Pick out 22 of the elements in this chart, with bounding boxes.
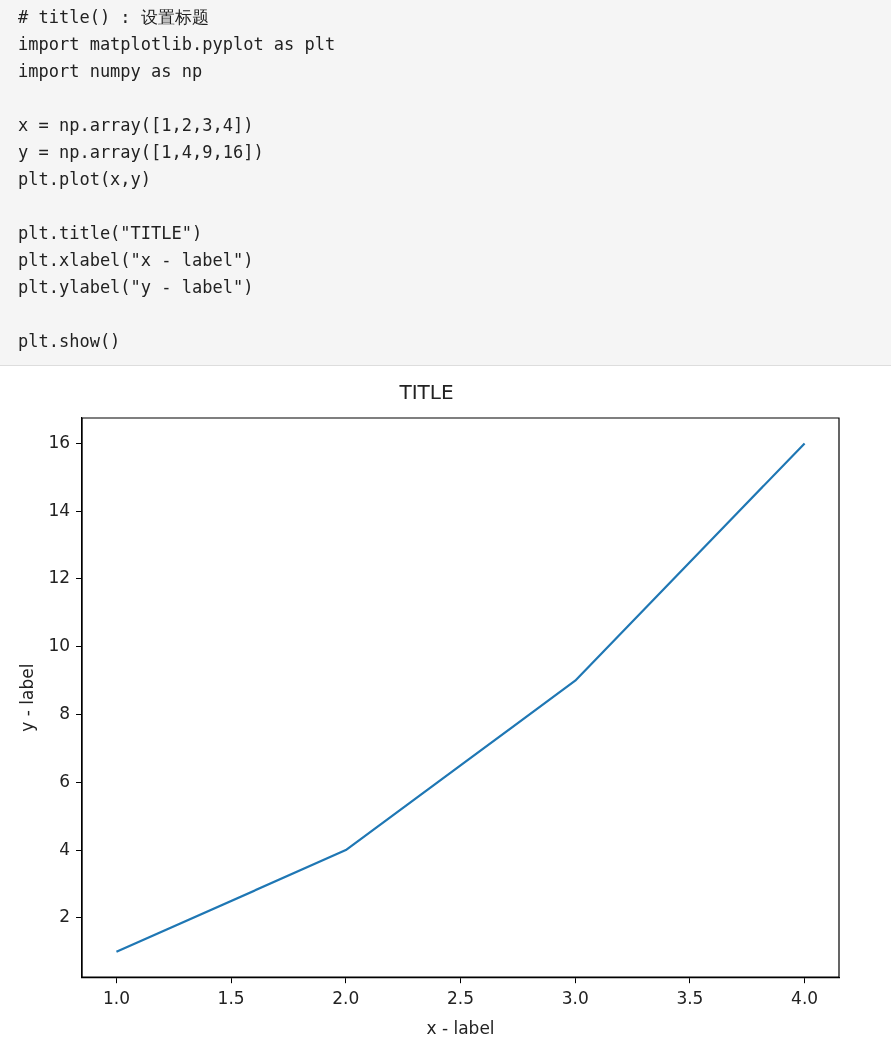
text: # title() : 设置标题 import matplotlib.pyplot as plt import numpy as np: [18, 6, 337, 83]
y-tick-label: 16: [48, 431, 71, 452]
y-tick-label: 10: [48, 635, 71, 656]
y-tick-label: 2: [59, 906, 71, 927]
x-tick-label: 2.5: [446, 987, 475, 1008]
text: plt.show(): [18, 330, 122, 353]
x-tick-label: 1.0: [102, 987, 130, 1008]
x-tick-label: 3.0: [561, 987, 589, 1008]
text: x = np.array([1,2,3,4]) y = np.array([1,4,9,16]) plt.plot(x,y): [18, 114, 265, 191]
x-tick-label: 2.0: [332, 987, 360, 1008]
chart-title: TITLE: [398, 380, 454, 405]
y-tick-label: 12: [48, 567, 71, 588]
text: plt.title("TITLE") plt.xlabel("x - label") plt.ylabel("y - label"): [18, 222, 255, 299]
x-tick-label: 3.5: [676, 987, 704, 1008]
x-axis-title: x - label: [426, 1018, 495, 1039]
x-tick-label: 1.5: [217, 987, 245, 1008]
y-tick-label: 6: [59, 770, 71, 791]
y-tick-label: 4: [59, 838, 71, 859]
x-tick-label: 4.0: [791, 987, 819, 1008]
y-axis-title: y - label: [16, 663, 37, 732]
y-tick-label: 8: [59, 702, 71, 723]
y-tick-label: 14: [48, 499, 71, 520]
